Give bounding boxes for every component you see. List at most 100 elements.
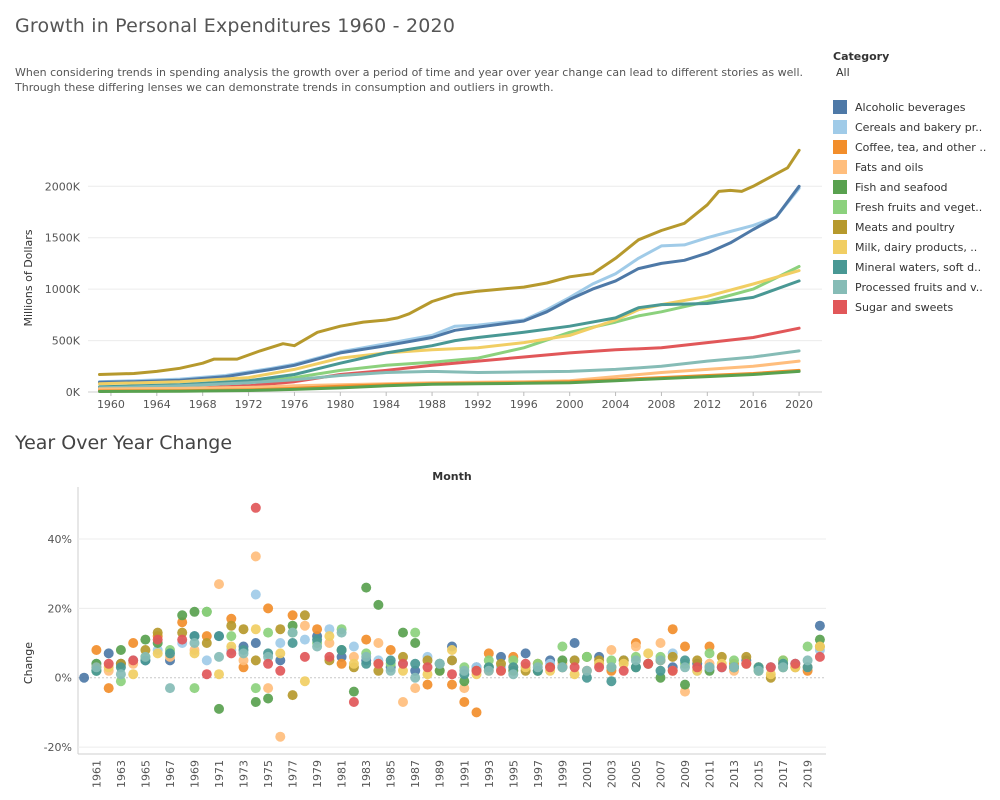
scatter-point bbox=[508, 669, 519, 680]
legend-item[interactable]: Fresh fruits and veget.. bbox=[833, 197, 998, 217]
scatter-point bbox=[226, 641, 237, 652]
scatter-point bbox=[373, 638, 384, 648]
scatter-point bbox=[422, 679, 433, 690]
scatter-point bbox=[128, 638, 139, 648]
scatter-point bbox=[373, 599, 384, 610]
scatter-point bbox=[655, 672, 666, 683]
legend-label: Fats and oils bbox=[855, 160, 924, 174]
scatter-point bbox=[398, 627, 408, 638]
scatter-point bbox=[385, 655, 396, 666]
x-tick-label: 2001 bbox=[581, 760, 594, 788]
x-tick-label: 1997 bbox=[532, 760, 545, 788]
scatter-point bbox=[594, 662, 605, 673]
legend-item[interactable]: Sugar and sweets bbox=[833, 297, 998, 317]
x-tick-label: 1984 bbox=[372, 398, 400, 411]
scatter-point bbox=[226, 613, 237, 624]
y-axis-label: Millions of Dollars bbox=[22, 229, 35, 326]
scatter-point bbox=[226, 648, 237, 659]
scatter-point bbox=[496, 658, 506, 669]
scatter-point bbox=[201, 655, 212, 666]
scatter-point bbox=[483, 665, 494, 676]
scatter-point bbox=[238, 648, 249, 659]
scatter-point bbox=[410, 683, 421, 694]
legend-item[interactable]: Cereals and bakery pr.. bbox=[833, 117, 998, 137]
scatter-point bbox=[630, 641, 641, 652]
scatter-point bbox=[459, 676, 470, 687]
scatter-point bbox=[483, 655, 494, 666]
legend-item[interactable]: Processed fruits and v.. bbox=[833, 277, 998, 297]
scatter-point bbox=[680, 679, 690, 690]
scatter-point bbox=[680, 655, 690, 666]
scatter-point bbox=[115, 645, 126, 655]
scatter-point bbox=[312, 641, 323, 652]
series-line bbox=[98, 349, 801, 390]
legend-item[interactable]: Mineral waters, soft d.. bbox=[833, 257, 998, 277]
x-tick-label: 1989 bbox=[434, 760, 447, 788]
scatter-point bbox=[814, 634, 825, 645]
series-line bbox=[98, 148, 801, 376]
legend-item[interactable]: Fats and oils bbox=[833, 157, 998, 177]
legend-title: Category bbox=[833, 50, 890, 63]
series-line bbox=[98, 326, 801, 392]
scatter-point bbox=[299, 634, 310, 645]
scatter-point bbox=[177, 610, 188, 621]
scatter-point bbox=[361, 582, 372, 593]
scatter-point bbox=[716, 662, 727, 673]
x-tick-label: 2004 bbox=[602, 398, 630, 411]
legend-label: Meats and poultry bbox=[855, 220, 955, 234]
legend-label: Processed fruits and v.. bbox=[855, 280, 983, 294]
scatter-point bbox=[299, 676, 310, 687]
scatter-point bbox=[447, 655, 457, 666]
scatter-point bbox=[336, 645, 347, 655]
scatter-point bbox=[422, 662, 433, 673]
scatter-point bbox=[459, 665, 470, 676]
scatter-point bbox=[165, 683, 175, 694]
scatter-point bbox=[410, 627, 421, 638]
scatter-point bbox=[447, 679, 457, 690]
legend-item[interactable]: Fish and seafood bbox=[833, 177, 998, 197]
scatter-point bbox=[287, 610, 298, 621]
legend-item[interactable]: Alcoholic beverages bbox=[833, 97, 998, 117]
scatter-point bbox=[410, 658, 421, 669]
scatter-point bbox=[214, 651, 224, 662]
legend-label: Fresh fruits and veget.. bbox=[855, 200, 983, 214]
scatter-point bbox=[189, 638, 200, 648]
scatter-chart: Month -20% 0% 20% 40% 1961 1963 1965 1967 1969 197… bbox=[22, 470, 826, 788]
scatter-point bbox=[729, 662, 739, 673]
x-tick-label: 2019 bbox=[802, 760, 815, 788]
scatter-point bbox=[410, 665, 421, 676]
y-tick-label: 0K bbox=[66, 386, 81, 399]
line-chart: 0K 500K 1000K 1500K 2000K 1960 1964 1968 1972 197… bbox=[22, 148, 822, 411]
scatter-point bbox=[91, 662, 102, 673]
scatter-point bbox=[336, 651, 347, 662]
scatter-point bbox=[263, 603, 274, 614]
scatter-point bbox=[385, 665, 396, 676]
y-axis-label: Change bbox=[22, 642, 35, 684]
scatter-point bbox=[581, 665, 592, 676]
legend-item[interactable]: Milk, dairy products, .. bbox=[833, 237, 998, 257]
scatter-point bbox=[287, 690, 298, 701]
scatter-point bbox=[459, 697, 470, 707]
legend-swatch bbox=[833, 280, 847, 294]
category-filter-value[interactable]: All bbox=[836, 66, 850, 79]
scatter-point bbox=[189, 631, 200, 642]
scatter-point bbox=[348, 641, 359, 652]
scatter-point bbox=[275, 648, 286, 659]
scatter-point bbox=[79, 672, 90, 683]
legend-item[interactable]: Meats and poultry bbox=[833, 217, 998, 237]
x-tick-label: 1993 bbox=[483, 760, 496, 788]
scatter-point bbox=[765, 669, 776, 680]
x-tick-label: 1987 bbox=[409, 760, 422, 788]
scatter-point bbox=[263, 627, 274, 638]
page-title: Growth in Personal Expenditures 1960 - 2… bbox=[15, 15, 456, 37]
legend-swatch bbox=[833, 220, 847, 234]
scatter-point bbox=[201, 631, 212, 642]
x-tick-label: 2011 bbox=[704, 760, 717, 788]
legend-item[interactable]: Coffee, tea, and other .. bbox=[833, 137, 998, 157]
scatter-point bbox=[250, 624, 261, 635]
x-tick-label: 1985 bbox=[385, 760, 398, 788]
series-line bbox=[98, 269, 801, 386]
scatter-point bbox=[115, 669, 126, 680]
series-line bbox=[98, 184, 801, 384]
scatter-point bbox=[692, 655, 703, 666]
